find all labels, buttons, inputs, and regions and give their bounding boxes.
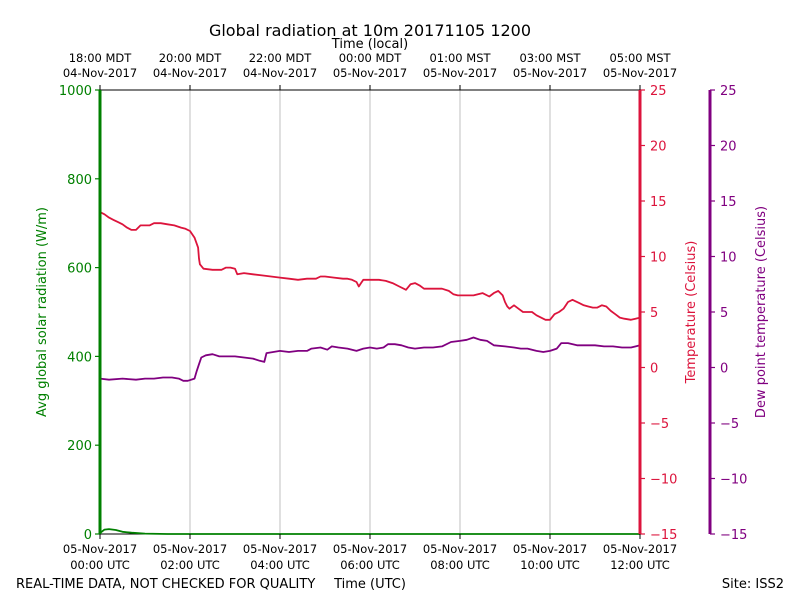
right-1-tick-label: 0 (650, 362, 658, 377)
right-2-tick-label: 5 (720, 306, 728, 321)
bottom-tick-time: 02:00 UTC (160, 558, 220, 572)
top-tick-time: 05:00 MST (609, 51, 671, 65)
left-axis-ticks: 0 200 400 600 800 1000 (59, 84, 100, 543)
bottom-tick-time: 12:00 UTC (610, 558, 670, 572)
right-axis-1-ticks: −15 −10 −5 0 5 10 15 20 25 (640, 84, 677, 543)
bottom-tick-date: 05-Nov-2017 (333, 542, 407, 556)
bottom-tick-time: 06:00 UTC (340, 558, 400, 572)
bottom-tick-time: 04:00 UTC (250, 558, 310, 572)
left-tick-label: 1000 (59, 84, 92, 99)
avg-global-solar-radiation-line (99, 528, 640, 535)
bottom-tick-date: 05-Nov-2017 (603, 542, 677, 556)
right-2-tick-label: −15 (720, 528, 747, 543)
site-label: Site: ISS2 (722, 577, 784, 592)
right-2-tick-label: −5 (720, 417, 739, 432)
top-axis-label: Time (local) (331, 37, 408, 52)
right-1-tick-label: 20 (650, 140, 667, 155)
left-tick-label: 200 (67, 439, 92, 454)
right-1-tick-label: 15 (650, 195, 667, 210)
bottom-tick-time: 08:00 UTC (430, 558, 490, 572)
right-1-tick-label: 10 (650, 251, 667, 266)
quality-warning: REAL-TIME DATA, NOT CHECKED FOR QUALITY (16, 577, 315, 592)
top-tick-date: 04-Nov-2017 (63, 66, 137, 80)
top-tick-date: 05-Nov-2017 (513, 66, 587, 80)
right-axis-1-label: Temperature (Celsius) (684, 241, 699, 385)
right-2-tick-label: 15 (720, 195, 737, 210)
top-tick-date: 04-Nov-2017 (243, 66, 317, 80)
left-tick-label: 400 (67, 350, 92, 365)
bottom-tick-date: 05-Nov-2017 (243, 542, 317, 556)
top-tick-date: 05-Nov-2017 (603, 66, 677, 80)
top-tick-time: 22:00 MDT (249, 51, 313, 65)
top-tick-time: 03:00 MST (519, 51, 581, 65)
top-tick-time: 01:00 MST (429, 51, 491, 65)
right-2-tick-label: 20 (720, 140, 737, 155)
top-tick-date: 05-Nov-2017 (333, 66, 407, 80)
gridlines (189, 90, 551, 534)
left-tick-label: 800 (67, 173, 92, 188)
bottom-tick-date: 05-Nov-2017 (63, 542, 137, 556)
top-tick-time: 00:00 MDT (339, 51, 403, 65)
left-tick-label: 0 (84, 528, 92, 543)
right-2-tick-label: 0 (720, 362, 728, 377)
bottom-tick-date: 05-Nov-2017 (153, 542, 227, 556)
bottom-axis-ticks: 05-Nov-2017 00:00 UTC 05-Nov-2017 02:00 UTC… (63, 534, 677, 572)
chart-title: Global radiation at 10m 20171105 1200 (209, 21, 531, 40)
top-tick-time: 18:00 MDT (69, 51, 133, 65)
dew-point-temperature-line (99, 336, 641, 382)
bottom-tick-time: 10:00 UTC (520, 558, 580, 572)
right-2-tick-label: −10 (720, 473, 747, 488)
right-axis-2-ticks: −15 −10 −5 0 5 10 15 20 25 (710, 84, 747, 543)
right-2-tick-label: 10 (720, 251, 737, 266)
bottom-tick-date: 05-Nov-2017 (513, 542, 587, 556)
top-tick-date: 04-Nov-2017 (153, 66, 227, 80)
top-tick-date: 05-Nov-2017 (423, 66, 497, 80)
bottom-tick-date: 05-Nov-2017 (423, 542, 497, 556)
right-axis-2-label: Dew point temperature (Celsius) (754, 206, 769, 418)
right-2-tick-label: 25 (720, 84, 737, 99)
bottom-tick-time: 00:00 UTC (70, 558, 130, 572)
right-1-tick-label: −15 (650, 528, 677, 543)
x-axis-label: Time (UTC) (333, 577, 406, 592)
top-tick-time: 20:00 MDT (159, 51, 223, 65)
left-tick-label: 600 (67, 262, 92, 277)
right-1-tick-label: 25 (650, 84, 667, 99)
right-1-tick-label: 5 (650, 306, 658, 321)
right-1-tick-label: −10 (650, 473, 677, 488)
right-1-tick-label: −5 (650, 417, 669, 432)
series-layer (99, 211, 641, 535)
left-axis-label: Avg global solar radiation (W/m) (35, 207, 50, 417)
temperature-line (99, 211, 641, 321)
